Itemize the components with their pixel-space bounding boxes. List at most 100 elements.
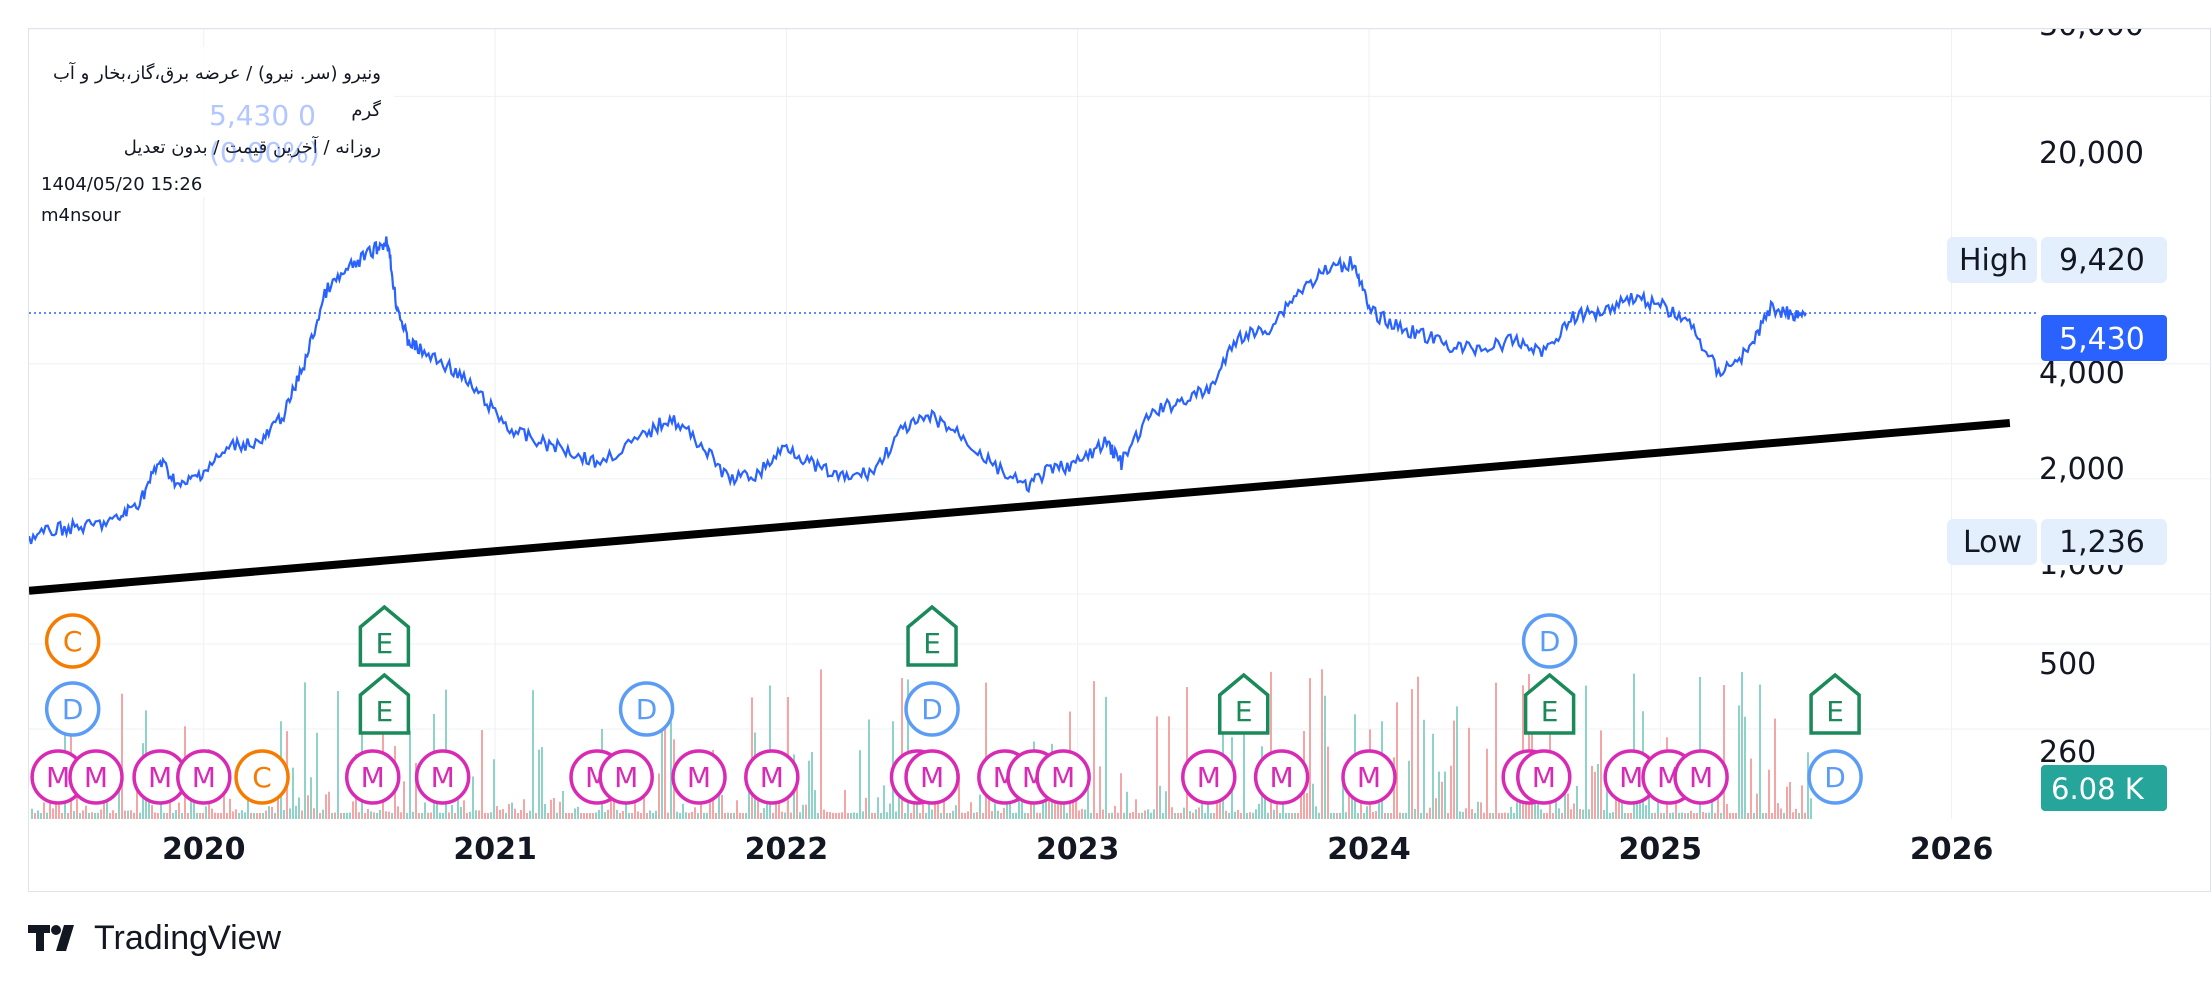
volume-bar <box>100 809 102 819</box>
volume-bar <box>1243 733 1245 819</box>
volume-bar <box>1270 671 1272 819</box>
volume-bar <box>1603 810 1605 819</box>
legend-symbol-title: ونیرو (سر. نیرو) / عرضه برق،گاز،بخار و آ… <box>52 63 381 121</box>
volume-bar <box>349 812 351 819</box>
volume-bar <box>880 812 882 819</box>
volume-bar <box>916 793 918 819</box>
volume-bar <box>1141 812 1143 819</box>
volume-bar <box>1471 809 1473 819</box>
svg-text:E: E <box>1541 695 1559 728</box>
volume-bar <box>1735 812 1737 819</box>
volume-bar <box>1138 813 1140 819</box>
volume-bar <box>1306 793 1308 819</box>
tradingview-brand[interactable]: TradingView <box>28 918 281 958</box>
volume-bar <box>364 812 366 819</box>
volume-bar <box>412 811 414 819</box>
volume-bar <box>508 804 510 819</box>
volume-bar <box>919 812 921 819</box>
volume-bar <box>499 809 501 819</box>
volume-bar <box>1489 813 1491 819</box>
price-chart[interactable]: CEEDDEDDEEEMMMMCMMMMMMMMMMMMMMMMMMMD 30,… <box>29 29 2212 893</box>
volume-bar <box>340 813 342 819</box>
volume-bar <box>1510 806 1512 819</box>
volume-bar <box>88 812 90 819</box>
volume-bar <box>1459 811 1461 819</box>
volume-bar <box>805 804 807 819</box>
volume-bar <box>1192 812 1194 819</box>
volume-bar <box>1663 812 1665 819</box>
time-axis[interactable]: 2020 2021 2022 2023 2024 2025 2026 <box>162 832 1993 867</box>
volume-bar <box>313 808 315 819</box>
volume-bar <box>1684 812 1686 819</box>
volume-bar <box>1315 806 1317 819</box>
volume-bar <box>1708 812 1710 819</box>
svg-text:M: M <box>1197 761 1221 794</box>
volume-bar <box>1771 813 1773 819</box>
volume-bar <box>574 808 576 819</box>
volume-bar <box>745 813 747 819</box>
volume-bar <box>400 812 402 819</box>
volume-bar <box>1132 811 1134 819</box>
volume-bar <box>1390 812 1392 819</box>
volume-bar <box>1705 812 1707 819</box>
volume-bar <box>415 763 417 819</box>
volume-bar <box>379 810 381 819</box>
event-marker-m: M <box>1516 749 1572 805</box>
chart-area[interactable]: CEEDDEDDEEEMMMMCMMMMMMMMMMMMMMMMMMMD 30,… <box>28 28 2212 893</box>
volume-bar <box>226 812 228 819</box>
volume-bar <box>688 812 690 819</box>
symbol-legend[interactable]: 5,430 0 (0.00%) ونیرو (سر. نیرو) / عرضه … <box>29 47 394 226</box>
volume-bar <box>1333 812 1335 819</box>
svg-text:M: M <box>148 761 172 794</box>
svg-text:M: M <box>361 761 385 794</box>
event-marker-e: E <box>358 672 411 735</box>
volume-bar <box>427 812 429 819</box>
volume-bar <box>589 812 591 819</box>
volume-badge: 6.08 K <box>2041 765 2167 811</box>
volume-bar <box>808 760 810 819</box>
volume-bar <box>325 794 327 819</box>
volume-bar <box>1759 684 1761 819</box>
volume-bar <box>1375 811 1377 819</box>
volume-bar <box>1795 808 1797 819</box>
volume-bar <box>1468 727 1470 819</box>
svg-text:E: E <box>376 627 394 660</box>
volume-bar <box>289 808 291 819</box>
volume-bar <box>826 811 828 819</box>
volume-bar <box>814 790 816 819</box>
volume-bar <box>163 812 165 819</box>
volume-bar <box>1612 812 1614 819</box>
volume-bar <box>1579 809 1581 819</box>
volume-bar <box>997 810 999 819</box>
svg-text:E: E <box>376 695 394 728</box>
price-line <box>29 236 1807 545</box>
volume-bar <box>1291 812 1293 819</box>
volume-bar <box>1297 813 1299 819</box>
volume-bar <box>151 805 153 819</box>
volume-bar <box>520 809 522 819</box>
volume-bar <box>1732 812 1734 819</box>
last-price-value: 5,430 <box>2059 322 2145 357</box>
volume-bar <box>646 813 648 819</box>
volume-bar <box>250 812 252 819</box>
event-marker-d: D <box>904 681 960 737</box>
legend-timestamp: 1404/05/20 15:26 <box>41 174 203 195</box>
volume-bar <box>1627 812 1629 819</box>
volume-bar <box>49 794 51 819</box>
volume-bar <box>613 799 615 819</box>
legend-author: m4nsour <box>41 205 121 226</box>
volume-bar <box>1273 809 1275 819</box>
volume-bar <box>1624 813 1626 819</box>
price-series <box>29 236 2011 595</box>
volume-bar <box>421 812 423 819</box>
event-marker-m: M <box>1341 749 1397 805</box>
volume-bar <box>505 812 507 819</box>
volume-bar <box>1768 769 1770 819</box>
event-markers[interactable]: CEEDDEDDEEEMMMMCMMMMMMMMMMMMMMMMMMMD <box>30 604 1863 805</box>
price-axis[interactable]: 30,000 20,000 4,000 2,000 1,000 500 260 <box>2039 29 2144 770</box>
volume-bar <box>517 813 519 819</box>
volume-bar <box>904 812 906 819</box>
volume-bar <box>631 812 633 819</box>
volume-bar <box>1066 812 1068 819</box>
volume-bar <box>718 778 720 819</box>
